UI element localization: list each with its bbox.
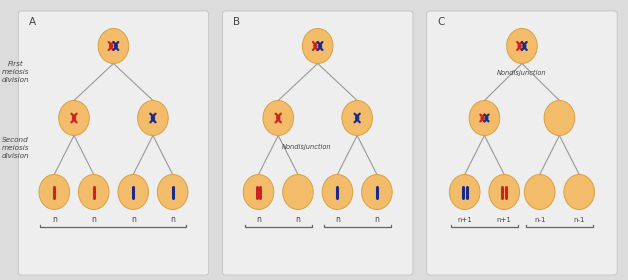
Ellipse shape — [138, 101, 168, 136]
Ellipse shape — [118, 174, 148, 209]
Ellipse shape — [564, 174, 595, 209]
Text: Second
meiosis
division: Second meiosis division — [1, 137, 29, 159]
Text: C: C — [438, 17, 445, 27]
Text: B: B — [234, 17, 241, 27]
Ellipse shape — [469, 101, 500, 136]
Ellipse shape — [544, 101, 575, 136]
Text: n: n — [91, 216, 96, 225]
Text: n: n — [52, 216, 57, 225]
Ellipse shape — [78, 174, 109, 209]
Ellipse shape — [243, 174, 274, 209]
Text: n+1: n+1 — [497, 217, 512, 223]
Ellipse shape — [362, 174, 392, 209]
Ellipse shape — [158, 174, 188, 209]
Ellipse shape — [98, 29, 129, 64]
Ellipse shape — [507, 29, 537, 64]
Text: n-1: n-1 — [573, 217, 585, 223]
Ellipse shape — [342, 101, 372, 136]
Text: n: n — [335, 216, 340, 225]
FancyBboxPatch shape — [18, 11, 208, 275]
Text: n: n — [170, 216, 175, 225]
Text: n-1: n-1 — [534, 217, 546, 223]
Text: n+1: n+1 — [457, 217, 472, 223]
FancyBboxPatch shape — [426, 11, 617, 275]
Text: n: n — [256, 216, 261, 225]
Text: Nondisjunction: Nondisjunction — [282, 144, 332, 150]
Text: Nondisjunction: Nondisjunction — [497, 70, 547, 76]
Text: A: A — [29, 17, 36, 27]
Ellipse shape — [450, 174, 480, 209]
Ellipse shape — [524, 174, 555, 209]
Text: n: n — [131, 216, 136, 225]
Ellipse shape — [489, 174, 519, 209]
Ellipse shape — [263, 101, 293, 136]
Ellipse shape — [283, 174, 313, 209]
Text: n: n — [296, 216, 300, 225]
Text: n: n — [374, 216, 379, 225]
Ellipse shape — [322, 174, 353, 209]
FancyBboxPatch shape — [222, 11, 413, 275]
Ellipse shape — [39, 174, 70, 209]
Ellipse shape — [303, 29, 333, 64]
Ellipse shape — [58, 101, 89, 136]
Text: First
meiosis
division: First meiosis division — [1, 61, 29, 83]
